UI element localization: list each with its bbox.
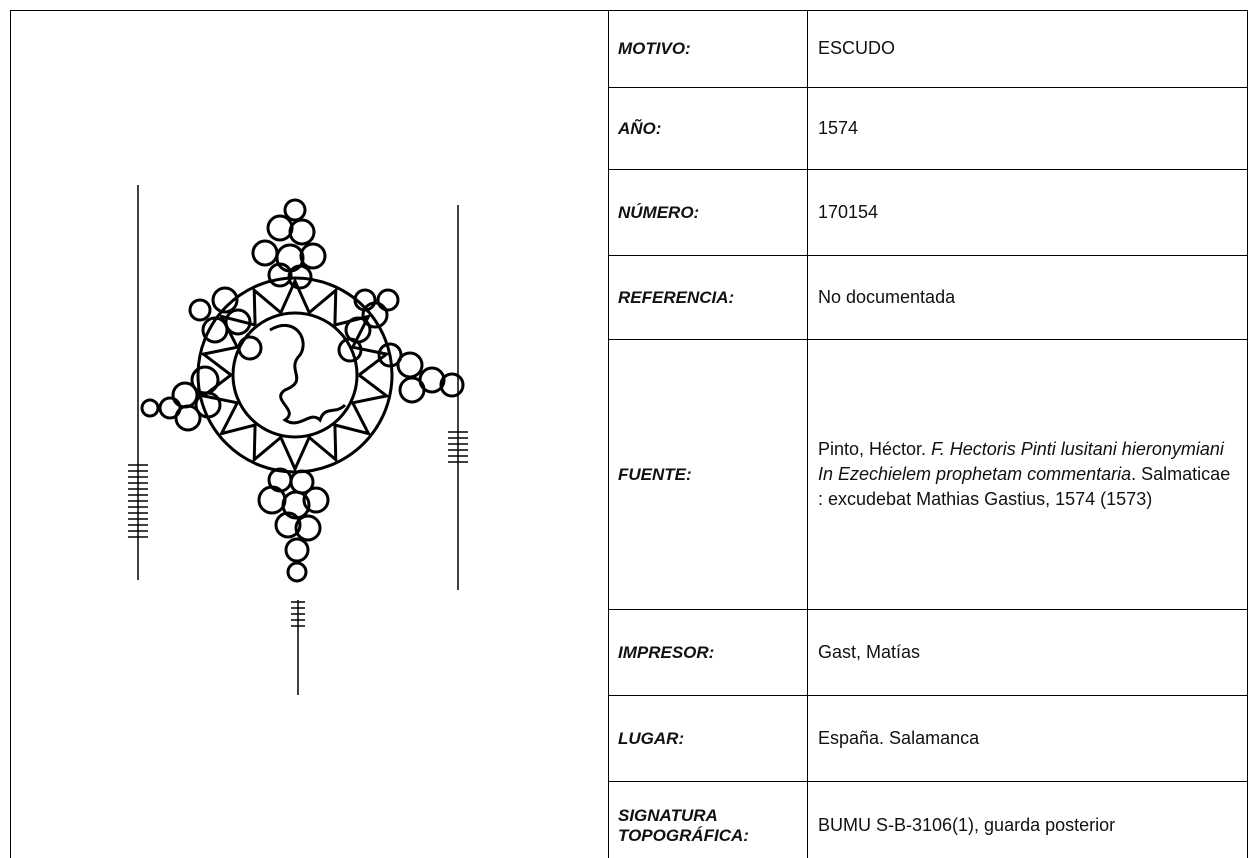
row-label: IMPRESOR: xyxy=(608,610,808,695)
row-label: MOTIVO: xyxy=(608,10,808,87)
table-row: LUGAR: España. Salamanca xyxy=(608,696,1248,782)
row-label: REFERENCIA: xyxy=(608,256,808,339)
stroke xyxy=(439,372,465,398)
row-value: España. Salamanca xyxy=(818,728,980,748)
stroke xyxy=(299,242,327,270)
stroke xyxy=(266,214,294,242)
row-label: SIGNATURA TOPOGRÁFICA: xyxy=(608,782,808,858)
stroke xyxy=(257,485,287,515)
source-author: Pinto, Héctor. xyxy=(818,439,932,459)
row-value: BUMU S-B-3106(1), guarda posterior xyxy=(818,815,1116,835)
table-row: FUENTE: Pinto, Héctor. F. Hectoris Pinti … xyxy=(608,340,1248,610)
source-title: F. Hectoris Pinti lusitani hieronymiani … xyxy=(818,439,1224,484)
row-label: FUENTE: xyxy=(608,340,808,609)
stroke xyxy=(288,218,316,246)
row-label: NÚMERO: xyxy=(608,170,808,255)
stroke xyxy=(398,376,426,404)
stroke xyxy=(140,398,160,418)
row-value: 170154 xyxy=(818,202,879,222)
row-value: 1574 xyxy=(818,118,859,138)
table-row: AÑO: 1574 xyxy=(608,88,1248,170)
table-row: SIGNATURA TOPOGRÁFICA: BUMU S-B-3106(1), … xyxy=(608,782,1248,858)
stroke xyxy=(286,561,308,583)
table-row: NÚMERO: 170154 xyxy=(608,170,1248,256)
row-value: Pinto, Héctor. F. Hectoris Pinti lusitan… xyxy=(808,340,1248,609)
stroke xyxy=(251,239,279,267)
stroke xyxy=(284,537,310,563)
stroke xyxy=(211,286,239,314)
stroke xyxy=(294,514,322,542)
table-row: IMPRESOR: Gast, Matías xyxy=(608,610,1248,696)
stroke xyxy=(194,391,222,419)
row-label: LUGAR: xyxy=(608,696,808,781)
stroke xyxy=(267,262,293,288)
stroke xyxy=(337,337,363,363)
stroke xyxy=(174,404,202,432)
row-label: AÑO: xyxy=(608,88,808,169)
stroke xyxy=(377,342,403,368)
stroke xyxy=(199,277,391,473)
stroke xyxy=(274,511,302,539)
stroke xyxy=(302,486,330,514)
stroke xyxy=(353,288,377,312)
watermark-cell xyxy=(10,10,609,858)
table-row: REFERENCIA: No documentada xyxy=(608,256,1248,340)
table-row: MOTIVO: ESCUDO xyxy=(608,10,1248,88)
stroke xyxy=(376,288,400,312)
row-value: ESCUDO xyxy=(818,38,896,58)
stroke xyxy=(201,316,229,344)
source-text: Pinto, Héctor. F. Hectoris Pinti lusitan… xyxy=(818,437,1238,512)
source-imprint: . Salmaticae : excudebat Mathias Gastius… xyxy=(818,464,1231,509)
table-frame xyxy=(10,10,1248,858)
stroke xyxy=(287,264,313,290)
stroke xyxy=(237,335,263,361)
stroke xyxy=(188,298,212,322)
row-value: No documentada xyxy=(818,287,956,307)
stroke xyxy=(269,323,347,425)
stroke xyxy=(190,365,220,395)
watermark-drawing xyxy=(128,185,468,695)
row-value: Gast, Matías xyxy=(818,642,921,662)
stroke xyxy=(224,308,252,336)
stroke xyxy=(283,198,307,222)
